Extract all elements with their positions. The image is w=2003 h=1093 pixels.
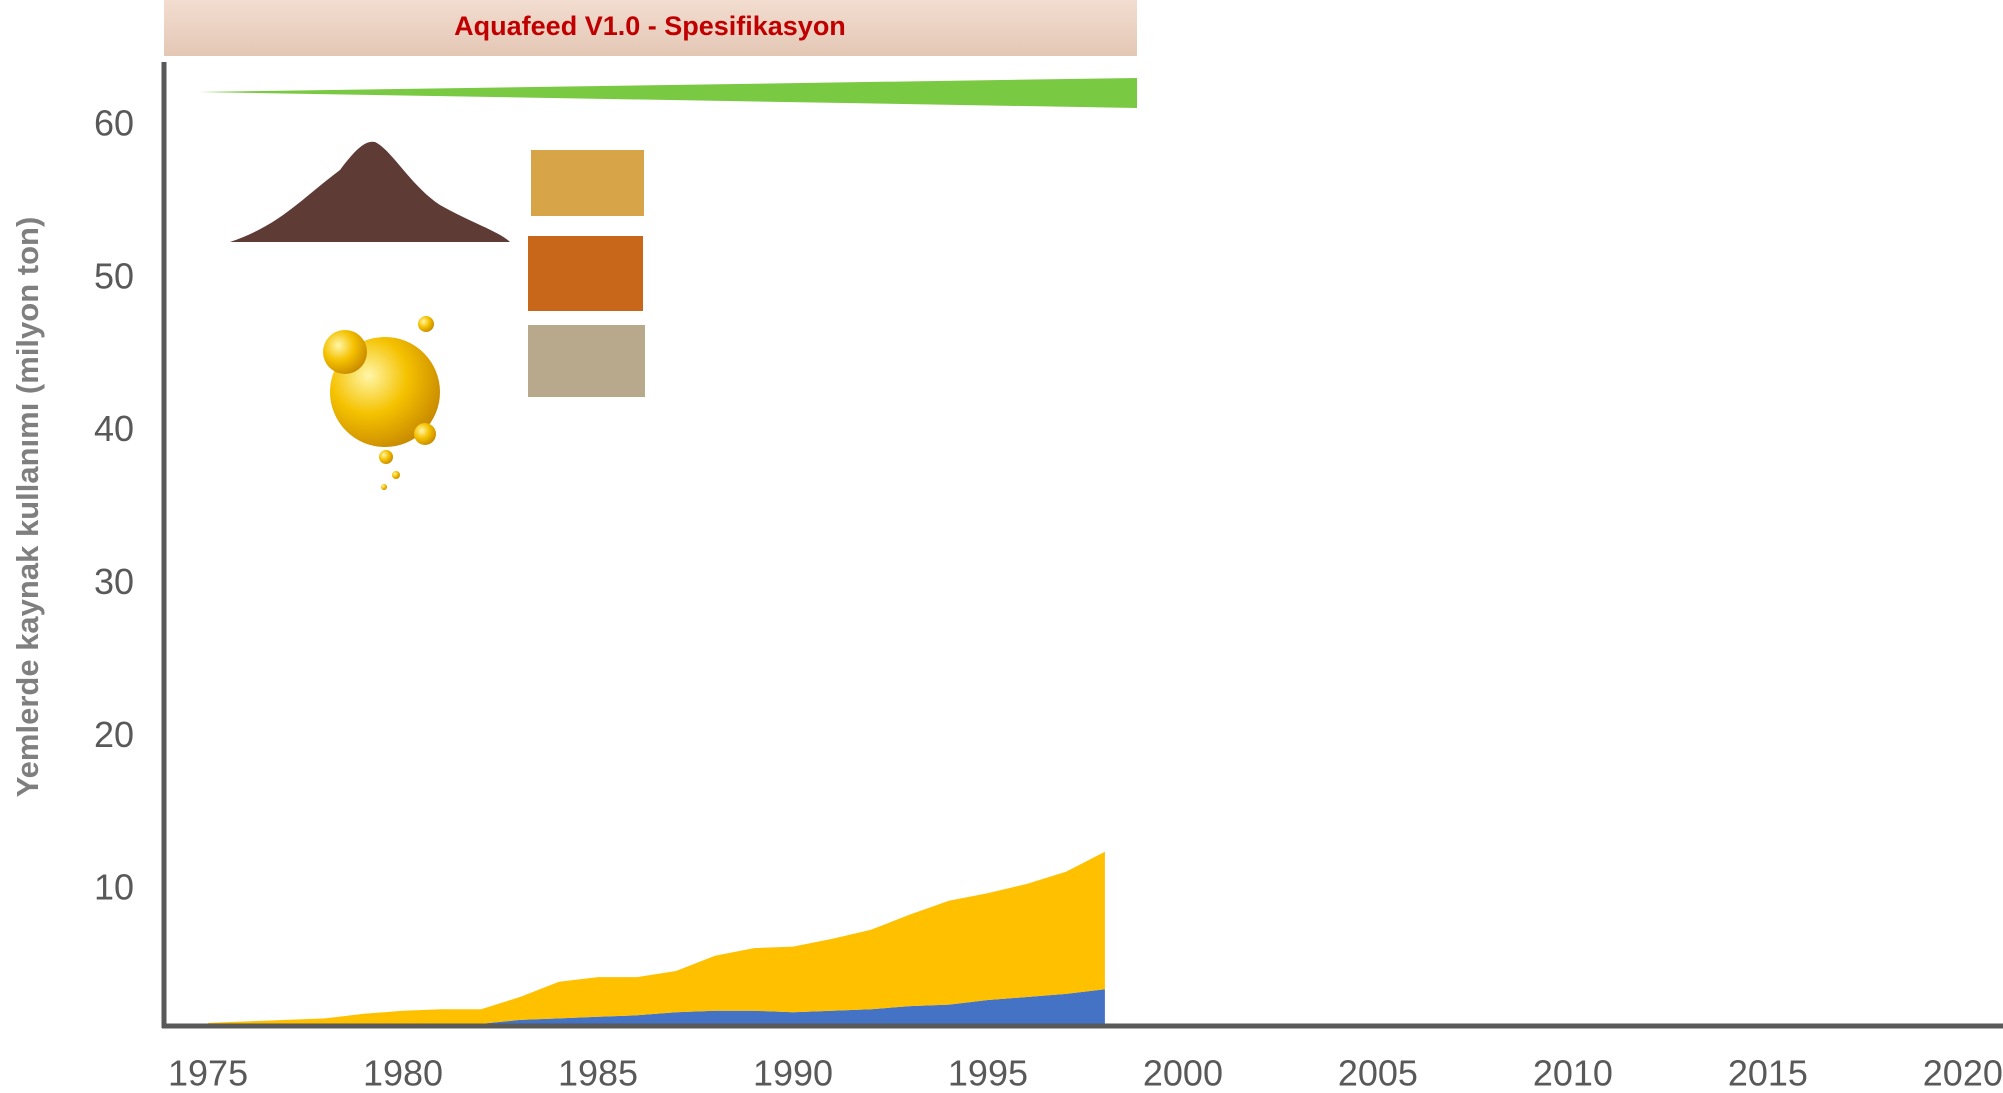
x-tick-label: 1990 (753, 1053, 833, 1093)
x-tick-label: 2020 (1923, 1053, 2003, 1093)
x-tick-label: 1995 (948, 1053, 1028, 1093)
x-tick-label: 2015 (1728, 1053, 1808, 1093)
y-axis-label: Yemlerde kaynak kullanımı (milyon ton) (10, 217, 45, 798)
y-tick-label: 50 (94, 255, 134, 296)
chart-title: Aquafeed V1.0 - Spesifikasyon (454, 11, 846, 41)
x-tick-label: 1980 (363, 1053, 443, 1093)
x-tick-label: 2000 (1143, 1053, 1223, 1093)
soy-image (531, 150, 644, 216)
x-tick-label: 2005 (1338, 1053, 1418, 1093)
corn-image (528, 236, 643, 311)
chart: Aquafeed V1.0 - Spesifikasyon Yemlerde k… (0, 0, 2003, 1093)
y-tick-label: 60 (94, 103, 134, 144)
fishmeal-pile (230, 142, 510, 242)
grain-image (528, 325, 645, 397)
y-tick-label: 30 (94, 561, 134, 602)
y-tick-label: 10 (94, 867, 134, 908)
green-wedge (199, 78, 1137, 108)
x-tick-label: 2010 (1533, 1053, 1613, 1093)
area (208, 852, 1105, 1026)
x-tick-label: 1985 (558, 1053, 638, 1093)
y-tick-label: 20 (94, 714, 134, 755)
x-tick-label: 1975 (168, 1053, 248, 1093)
oil-drops (323, 316, 440, 490)
y-tick-label: 40 (94, 408, 134, 449)
